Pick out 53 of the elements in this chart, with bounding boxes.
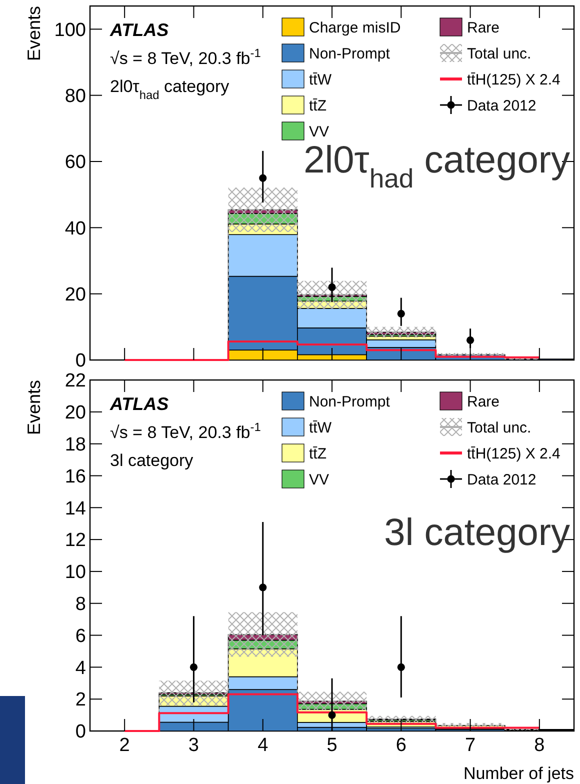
legend-label: Rare (467, 393, 500, 410)
y-tick-label: 6 (75, 626, 86, 647)
y-axis-title: Events (24, 6, 44, 62)
y-tick-label: 12 (64, 530, 86, 552)
legend-label: Rare (467, 19, 500, 36)
legend-label: Data 2012 (467, 471, 536, 488)
legend-label: Non-Prompt (309, 45, 391, 62)
legend-label: tt̄W (309, 71, 332, 88)
x-tick-label: 5 (326, 735, 338, 756)
legend-label: Total unc. (467, 419, 532, 436)
y-tick-label: 4 (75, 658, 86, 679)
annotation: 3l category (384, 512, 570, 554)
y-tick-label: 2 (75, 690, 86, 711)
x-tick-label: 4 (258, 735, 269, 756)
legend-label: tt̄H(125) X 2.4 (467, 445, 560, 462)
legend-label: Total unc. (467, 45, 532, 62)
y-tick-label: 8 (75, 594, 86, 616)
x-tick-label: 3 (188, 735, 200, 756)
y-tick-label: 16 (64, 466, 86, 488)
y-tick-label: 20 (64, 402, 86, 424)
legend-label: tt̄Z (309, 445, 326, 462)
y-tick-label: 0 (75, 350, 86, 372)
annotation: 2l0τ$_{had}$ category (304, 139, 570, 194)
y-tick-label: 20 (64, 284, 86, 306)
x-tick-label: 6 (396, 735, 406, 756)
legend-label: Non-Prompt (309, 393, 391, 410)
y-tick-label: 60 (64, 152, 86, 174)
y-tick-label: 14 (64, 498, 86, 520)
y-tick-label: 100 (54, 20, 86, 41)
legend-label: tt̄H(125) X 2.4 (467, 71, 560, 88)
x-tick-label: 8 (534, 735, 545, 756)
x-axis-title: Number of jets (463, 764, 574, 783)
annotation: 2l0τ$_{had}$ category (110, 77, 230, 102)
annotation: ATLAS (109, 20, 169, 40)
legend-label: VV (309, 471, 330, 488)
y-tick-label: 22 (64, 370, 86, 392)
x-tick-label: 2 (119, 735, 130, 756)
legend-label: tt̄Z (309, 97, 326, 114)
y-tick-label: 18 (64, 434, 86, 456)
y-tick-label: 40 (64, 218, 86, 240)
legend-label: VV (309, 123, 330, 140)
y-tick-label: 10 (64, 562, 86, 584)
legend-label: Charge misID (309, 19, 401, 36)
x-tick-label: 7 (464, 735, 476, 756)
annotation: √s = 8 TeV, 20.3 fb$^{-1}$ (110, 46, 262, 68)
annotation: 3l category (110, 451, 194, 470)
legend-label: tt̄W (309, 419, 332, 436)
y-tick-label: 80 (64, 86, 86, 107)
y-tick-label: 0 (75, 722, 86, 743)
y-axis-title: Events (24, 380, 44, 436)
annotation: ATLAS (109, 394, 169, 414)
annotation: √s = 8 TeV, 20.3 fb$^{-1}$ (110, 420, 262, 442)
legend-label: Data 2012 (467, 97, 536, 114)
